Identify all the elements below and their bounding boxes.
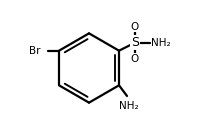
Text: S: S <box>131 36 139 49</box>
Text: NH₂: NH₂ <box>118 101 138 111</box>
Text: NH₂: NH₂ <box>151 38 171 48</box>
Text: Br: Br <box>29 46 40 56</box>
Text: O: O <box>131 22 139 32</box>
Text: O: O <box>131 54 139 64</box>
